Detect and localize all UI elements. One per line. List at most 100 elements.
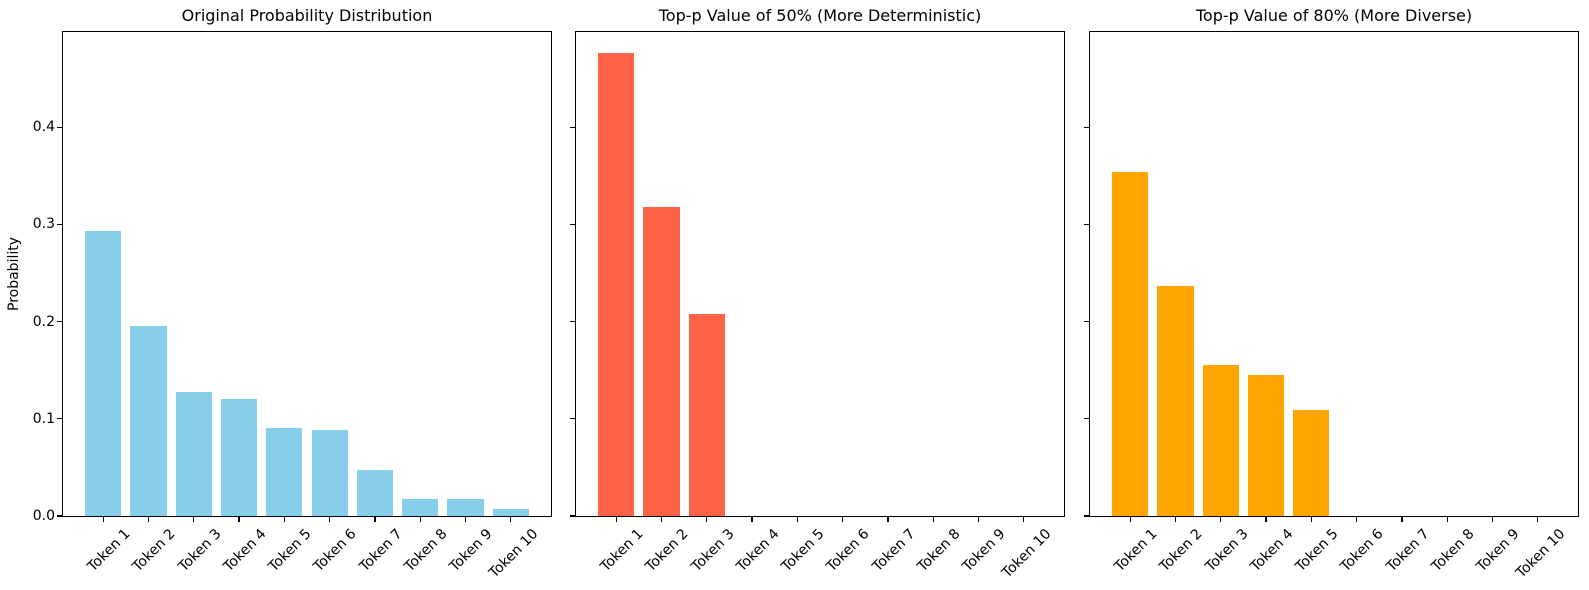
bar <box>492 509 529 516</box>
x-tick-label: Token 1 <box>1111 526 1161 575</box>
bar <box>1202 365 1239 516</box>
y-tick-label: 0.2 <box>32 313 55 330</box>
x-tick-label: Token 5 <box>1292 526 1342 575</box>
bar <box>266 427 303 516</box>
x-tick-label: Token 3 <box>688 526 738 575</box>
x-tick-label: Token 7 <box>869 526 919 575</box>
x-tick <box>147 517 150 522</box>
bar <box>175 391 212 516</box>
x-tick-label: Token 3 <box>1202 526 1252 575</box>
plot-area-top-p-80: Token 1 Token 2 Token 3 Token 4 Token 5 Token… <box>1084 31 1579 581</box>
bar <box>356 470 393 516</box>
y-tick <box>570 320 575 323</box>
x-tick-label: Token 5 <box>778 526 828 575</box>
bar <box>1293 410 1330 516</box>
x-tick-label: Token 4 <box>220 526 270 575</box>
x-tick-label: Token 1 <box>597 526 647 575</box>
bar <box>1157 285 1194 516</box>
x-tick-label: Token 10 <box>1512 526 1569 582</box>
x-tick-label: Token 6 <box>311 526 360 575</box>
x-tick <box>1537 517 1539 522</box>
x-tick-label: Token 7 <box>356 526 406 575</box>
bar <box>1247 375 1285 516</box>
x-tick <box>1446 517 1448 522</box>
x-tick-label: Token 6 <box>1338 526 1387 575</box>
x-tick-label: Token 8 <box>1428 526 1478 575</box>
x-tick <box>238 517 240 522</box>
y-tick-label: 0.4 <box>32 119 55 136</box>
y-tick-label: 0.3 <box>32 216 55 233</box>
bar <box>311 429 348 516</box>
y-tick <box>570 418 575 420</box>
x-tick <box>1023 517 1025 522</box>
y-tick-label: 0.0 <box>32 508 55 524</box>
y-tick <box>570 223 575 226</box>
x-tick <box>796 517 798 522</box>
x-tick <box>510 517 512 522</box>
x-tick <box>1129 517 1131 522</box>
x-tick-label: Token 10 <box>998 526 1055 582</box>
x-tick-label: Token 2 <box>642 526 692 575</box>
x-tick <box>751 517 753 522</box>
x-tick-label: Token 1 <box>84 526 134 575</box>
bar <box>220 399 258 516</box>
y-tick <box>57 515 62 517</box>
x-tick-label: Token 5 <box>265 526 315 575</box>
y-tick-label: 0.1 <box>32 410 55 427</box>
x-tick-label: Token 3 <box>175 526 225 575</box>
x-tick <box>977 517 980 522</box>
x-tick <box>841 517 844 522</box>
x-tick-label: Token 6 <box>824 526 873 575</box>
x-tick <box>1265 517 1267 522</box>
x-tick-label: Token 10 <box>485 526 542 582</box>
x-tick-label: Token 4 <box>733 526 783 575</box>
x-tick <box>1401 517 1403 522</box>
x-tick-label: Token 8 <box>401 526 451 575</box>
plot-area-top-p-50: Token 1 Token 2 Token 3 Token 4 Token 5 Token… <box>570 31 1065 581</box>
bar <box>1112 171 1149 516</box>
bar <box>85 231 122 516</box>
x-tick <box>419 517 421 522</box>
bar <box>130 325 167 516</box>
y-tick <box>57 320 62 323</box>
x-tick <box>374 517 376 522</box>
y-tick <box>570 126 575 128</box>
x-tick <box>887 517 889 522</box>
bar <box>688 313 725 516</box>
bar <box>402 499 439 516</box>
x-tick <box>1220 517 1222 522</box>
chart-title: Top-p Value of 80% (More Diverse) <box>1195 6 1473 25</box>
x-tick <box>193 517 195 522</box>
x-tick <box>1491 517 1494 522</box>
y-tick <box>1084 126 1089 128</box>
y-axis-label: Probability <box>6 236 22 312</box>
x-tick-label: Token 7 <box>1383 526 1433 575</box>
chart-title: Top-p Value of 50% (More Deterministic) <box>658 6 982 25</box>
y-tick <box>57 223 62 226</box>
x-tick <box>932 517 934 522</box>
y-tick <box>570 515 575 517</box>
y-tick <box>57 418 62 420</box>
x-tick <box>1310 517 1312 522</box>
x-tick <box>660 517 663 522</box>
y-tick <box>1084 418 1089 420</box>
y-tick <box>1084 515 1089 517</box>
x-tick-label: Token 4 <box>1247 526 1297 575</box>
bar <box>598 53 635 516</box>
x-tick <box>706 517 708 522</box>
x-tick-label: Token 2 <box>1156 526 1206 575</box>
plot-area-original: 0.0 0.1 0.2 0.3 0.4 Token 1 Token 2 Token 3 Toke… <box>33 31 552 581</box>
bar <box>643 206 680 516</box>
y-tick <box>57 126 62 128</box>
x-tick-label: Token 2 <box>129 526 179 575</box>
x-tick-label: Token 8 <box>914 526 964 575</box>
chart-title: Original Probability Distribution <box>181 6 433 25</box>
x-tick <box>615 517 617 522</box>
x-tick <box>464 517 467 522</box>
y-tick <box>1084 320 1089 323</box>
y-tick <box>1084 223 1089 226</box>
x-tick <box>283 517 285 522</box>
x-tick <box>328 517 331 522</box>
x-tick <box>1174 517 1177 522</box>
